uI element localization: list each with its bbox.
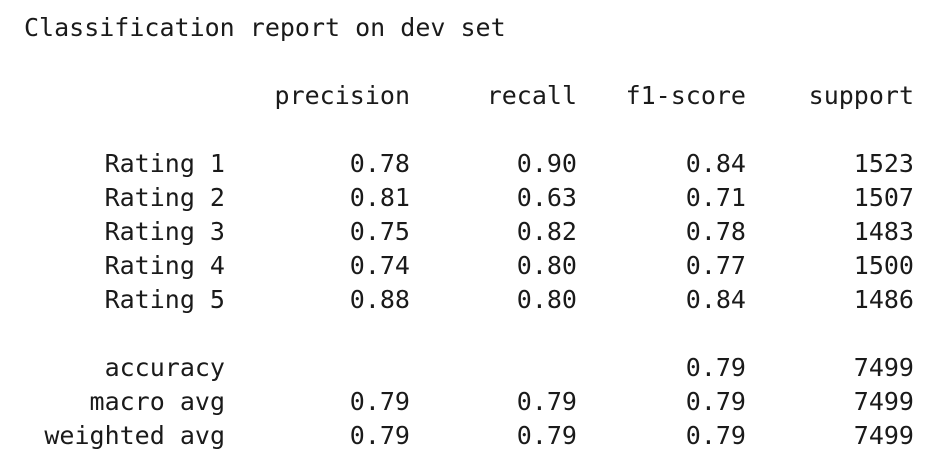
class-row: Rating 3 0.75 0.82 0.78 1483 (0, 215, 932, 249)
support-value: 1500 (853, 251, 914, 280)
class-row: Rating 5 0.88 0.80 0.84 1486 (0, 283, 932, 317)
support-value: 1486 (853, 285, 914, 314)
summary-row-weighted-avg: weighted avg 0.79 0.79 0.79 7499 (0, 419, 932, 453)
support-value: 1523 (853, 149, 914, 178)
precision-value: 0.75 (349, 217, 410, 246)
class-label: Rating 3 (104, 217, 225, 246)
recall-value: 0.79 (516, 421, 577, 450)
class-row: Rating 1 0.78 0.90 0.84 1523 (0, 147, 932, 181)
header-f1-score: f1-score (625, 81, 746, 110)
f1-score-value: 0.78 (685, 217, 746, 246)
f1-score-value: 0.79 (685, 387, 746, 416)
header-precision: precision (274, 81, 410, 110)
precision-value: 0.74 (349, 251, 410, 280)
recall-value: 0.90 (516, 149, 577, 178)
precision-value: 0.79 (349, 387, 410, 416)
report-title: Classification report on dev set (24, 13, 506, 42)
f1-score-value: 0.77 (685, 251, 746, 280)
precision-value: 0.81 (349, 183, 410, 212)
recall-value: 0.82 (516, 217, 577, 246)
class-label: Rating 5 (104, 285, 225, 314)
header-row: precision recall f1-score support (0, 79, 932, 113)
f1-score-value: 0.79 (685, 353, 746, 382)
precision-value: 0.79 (349, 421, 410, 450)
summary-label: macro avg (89, 387, 225, 416)
f1-score-value: 0.71 (685, 183, 746, 212)
summary-row-macro-avg: macro avg 0.79 0.79 0.79 7499 (0, 385, 932, 419)
f1-score-value: 0.79 (685, 421, 746, 450)
recall-value: 0.63 (516, 183, 577, 212)
recall-value: 0.79 (516, 387, 577, 416)
summary-row-accuracy: accuracy 0.79 7499 (0, 351, 932, 385)
class-row: Rating 2 0.81 0.63 0.71 1507 (0, 181, 932, 215)
precision-value: 0.78 (349, 149, 410, 178)
f1-score-value: 0.84 (685, 149, 746, 178)
summary-label: accuracy (104, 353, 225, 382)
support-value: 1483 (853, 217, 914, 246)
support-value: 1507 (853, 183, 914, 212)
class-row: Rating 4 0.74 0.80 0.77 1500 (0, 249, 932, 283)
summary-label: weighted avg (44, 421, 225, 450)
header-support: support (808, 81, 914, 110)
f1-score-value: 0.84 (685, 285, 746, 314)
support-value: 7499 (853, 421, 914, 450)
recall-value: 0.80 (516, 285, 577, 314)
class-label: Rating 4 (104, 251, 225, 280)
precision-value: 0.88 (349, 285, 410, 314)
recall-value: 0.80 (516, 251, 577, 280)
header-recall: recall (486, 81, 577, 110)
class-label: Rating 1 (104, 149, 225, 178)
support-value: 7499 (853, 353, 914, 382)
class-label: Rating 2 (104, 183, 225, 212)
support-value: 7499 (853, 387, 914, 416)
